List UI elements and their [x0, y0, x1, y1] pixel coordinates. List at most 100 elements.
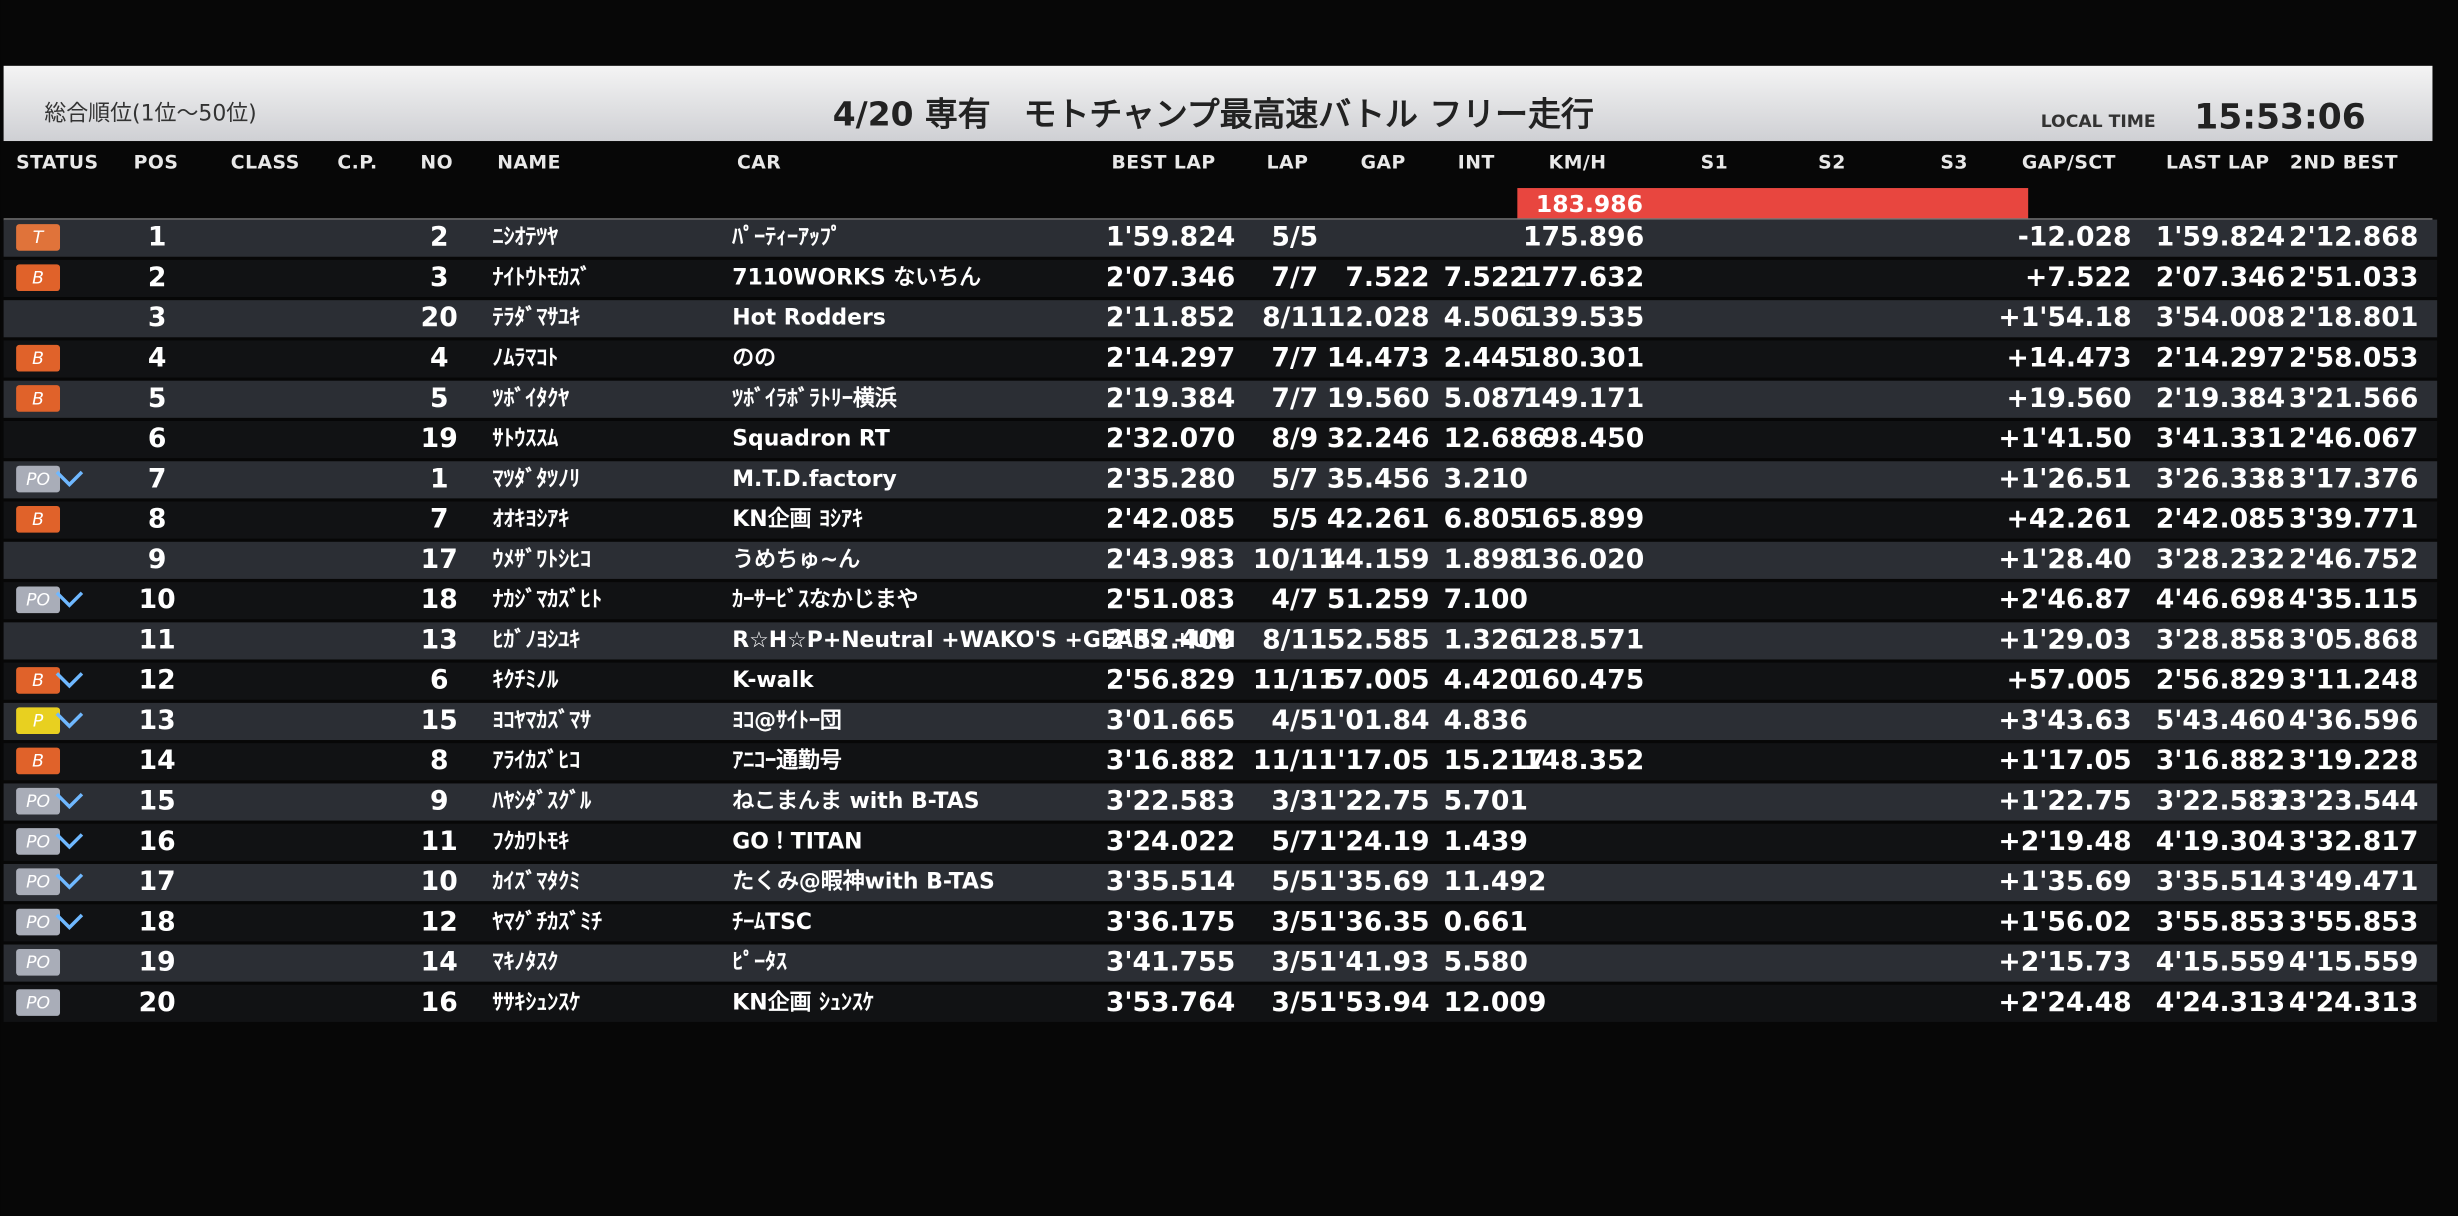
- best-lap-cell: 2'07.346: [1106, 262, 1235, 293]
- lap-cell: 11/11: [1253, 665, 1337, 696]
- gap-sct-cell: +1'26.51: [1998, 463, 2131, 494]
- gap-sct-cell: +14.473: [2007, 343, 2132, 374]
- result-row: B 14 8 ｱﾗｲｶｽﾞﾋｺ ｱﾆｺｰ通勤号 3'16.882 11/111'17.05 1…: [3, 743, 2438, 781]
- pos-cell: 7: [148, 463, 167, 494]
- status-badge: [16, 505, 61, 533]
- pos-cell: 18: [139, 906, 176, 937]
- gap-cell: 51.259: [1327, 584, 1430, 615]
- name-cell: ｷｸﾁﾐﾉﾙ: [493, 668, 560, 693]
- gap-cell: 1'24.19: [1319, 826, 1430, 857]
- best-lap-cell: 2'51.083: [1106, 584, 1235, 615]
- car-cell: Squadron RT: [732, 427, 890, 452]
- second-best-cell: 2'58.053: [2289, 343, 2418, 374]
- status-badge: [16, 828, 61, 855]
- gap-sct-cell: +7.522: [2025, 262, 2132, 293]
- gap-cell: 14.473: [1327, 343, 1430, 374]
- second-best-cell: 3'49.471: [2289, 866, 2418, 897]
- car-cell: ｱﾆｺｰ通勤号: [732, 749, 842, 774]
- pos-cell: 15: [139, 785, 176, 816]
- int-cell: 4.420: [1444, 665, 1528, 696]
- gap-sct-cell: +1'17.05: [1998, 745, 2131, 776]
- row-background: [3, 904, 2438, 942]
- status-text: T: [33, 228, 45, 248]
- second-best-cell: 4'15.559: [2289, 947, 2418, 978]
- gap-cell: 7.522: [1345, 262, 1429, 293]
- result-row: B 5 5 ﾂﾎﾞｲﾀｸﾔ ﾂﾎﾞｲﾗﾎﾞﾗﾄﾘｰ横浜 2'19.384 7/7 19.560…: [3, 380, 2438, 418]
- last-lap-cell: 3'54.008: [2156, 302, 2285, 333]
- drop-arrow: [55, 873, 84, 890]
- second-best-cell: 3'55.853: [2289, 906, 2418, 937]
- last-lap-cell: 3'28.858: [2156, 624, 2285, 655]
- best-lap-cell: 3'01.665: [1106, 705, 1235, 736]
- range-label: 総合順位(1位～50位): [44, 101, 256, 126]
- last-lap-cell: 3'35.514: [2156, 866, 2285, 897]
- name-cell: ﾂﾎﾞｲﾀｸﾔ: [493, 385, 570, 411]
- column-header: LAST LAP: [2166, 152, 2269, 173]
- status-badge: [16, 989, 61, 1016]
- best-lap-cell: 2'43.983: [1106, 544, 1235, 575]
- gap-cell: 12.028: [1327, 302, 1430, 333]
- name-cell: ﾆｼｵﾃﾂﾔ: [493, 225, 559, 250]
- last-lap-cell: 2'56.829: [2156, 665, 2285, 696]
- gap-cell: 1'35.69: [1319, 866, 1430, 897]
- int-cell: 4.836: [1444, 705, 1528, 736]
- column-header: C.P.: [337, 152, 377, 173]
- pos-cell: 12: [139, 665, 176, 696]
- status-badge: [16, 586, 61, 614]
- status-text: B: [32, 268, 44, 288]
- status-text: PO: [26, 470, 50, 490]
- status-text: P: [33, 711, 44, 731]
- column-header: KM/H: [1549, 152, 1607, 173]
- no-cell: 10: [421, 866, 458, 897]
- lap-cell: 3/3: [1271, 785, 1318, 816]
- status-text: B: [32, 349, 44, 369]
- last-lap-cell: 3'28.232: [2156, 544, 2285, 575]
- name-cell: ﾉﾑﾗﾏｺﾄ: [493, 346, 559, 371]
- no-cell: 3: [430, 262, 449, 293]
- car-cell: ﾋﾟｰﾀｽ: [732, 949, 787, 975]
- int-cell: 5.701: [1444, 785, 1528, 816]
- no-cell: 19: [421, 423, 458, 454]
- column-header: CLASS: [231, 152, 300, 173]
- status-badge: [16, 465, 61, 493]
- status-badge: [16, 385, 61, 412]
- int-cell: 5.580: [1444, 947, 1528, 978]
- status-badge: [16, 908, 61, 936]
- column-header: GAP: [1361, 152, 1406, 173]
- best-lap-cell: 2'32.070: [1106, 423, 1235, 454]
- gap-cell: 44.159: [1327, 544, 1430, 575]
- lap-cell: 7/7: [1271, 262, 1318, 293]
- result-row: PO 16 11 ﾌｸｶﾜﾄﾓｷ GO！TITAN 3'24.022 5/7 1'24.19 1…: [3, 823, 2438, 861]
- status-text: B: [32, 510, 44, 530]
- status-badge: [16, 787, 61, 815]
- lap-cell: 7/7: [1271, 343, 1318, 374]
- column-header: S2: [1818, 152, 1846, 173]
- gap-sct-cell: +1'54.18: [1998, 302, 2131, 333]
- best-lap-cell: 2'11.852: [1106, 302, 1235, 333]
- kmh-cell: 160.475: [1523, 665, 1644, 696]
- best-lap-cell: 3'16.882: [1106, 745, 1235, 776]
- kmh-cell: 180.301: [1523, 343, 1644, 374]
- car-cell: たくみ@暇神with B-TAS: [732, 870, 994, 895]
- drop-arrow: [55, 792, 84, 810]
- result-row: B 8 7 ｵｵｷﾖｼｱｷ KN企画 ﾖｼｱｷ 2'42.085 5/5 42.261 6.80…: [3, 501, 2438, 539]
- second-best-cell: 3'19.228: [2289, 745, 2418, 776]
- gap-sct-cell: +2'15.73: [1998, 947, 2131, 978]
- column-header: POS: [134, 152, 179, 173]
- no-cell: 18: [421, 584, 458, 615]
- gap-cell: 32.246: [1327, 423, 1430, 454]
- pos-cell: 10: [139, 584, 176, 615]
- gap-sct-cell: +19.560: [2007, 383, 2132, 414]
- column-header: NAME: [497, 152, 561, 173]
- gap-cell: 1'01.84: [1319, 705, 1430, 736]
- gap-sct-cell: +57.005: [2007, 665, 2132, 696]
- no-cell: 8: [430, 745, 449, 776]
- second-best-cell: 3'17.376: [2289, 463, 2418, 494]
- second-best-cell: 2'18.801: [2289, 302, 2418, 333]
- second-best-cell: 4'35.115: [2289, 584, 2418, 615]
- int-cell: 2.445: [1444, 343, 1528, 374]
- name-cell: ﾏｷﾉﾀｽｸ: [493, 950, 559, 975]
- lap-cell: 8/11: [1262, 302, 1327, 333]
- row-background: [3, 702, 2438, 741]
- column-header: NO: [420, 152, 453, 173]
